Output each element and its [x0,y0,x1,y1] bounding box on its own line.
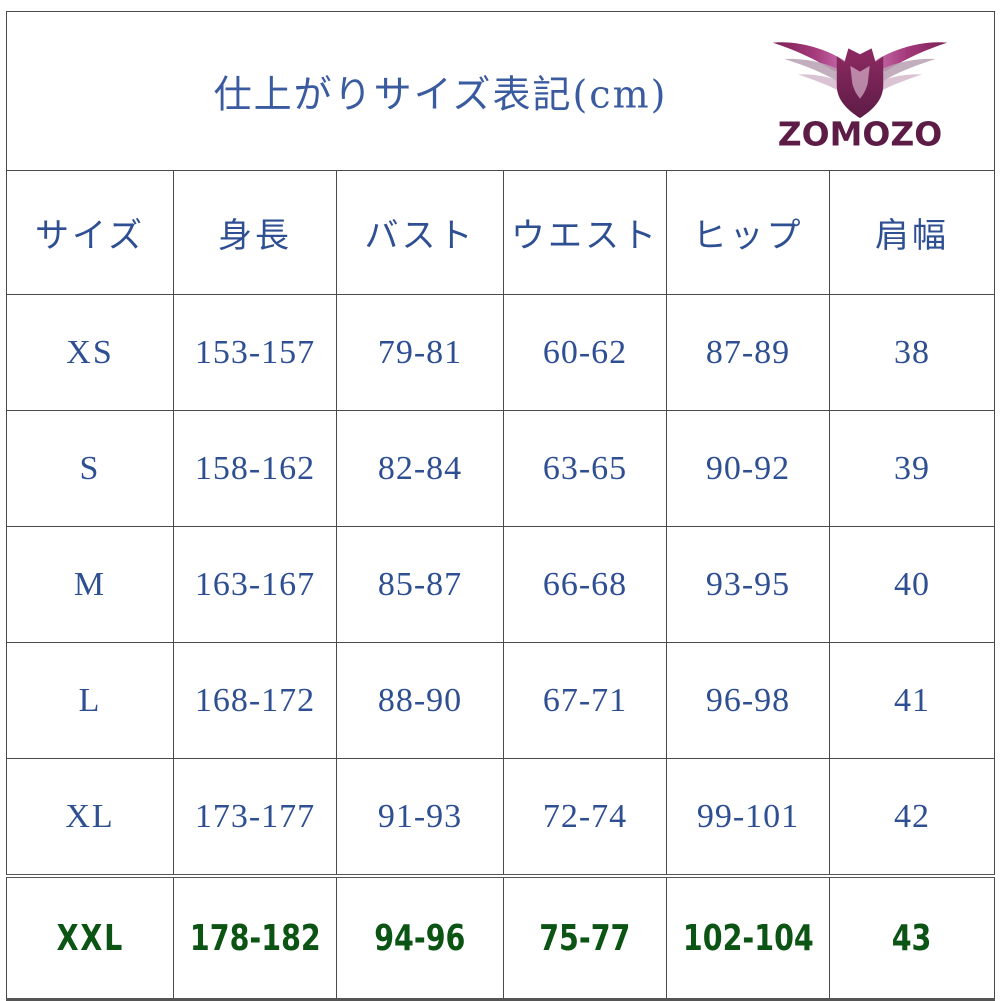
cell-bust: 82-84 [336,410,504,527]
size-chart-container: 仕上がりサイズ表記(cm) [5,11,996,1001]
column-header-shoulder: 肩幅 [828,170,996,295]
cell-height: 173-177 [173,758,337,877]
logo-wordmark: ZOMOZO [778,114,942,153]
title-cell: 仕上がりサイズ表記(cm) [5,11,996,171]
cell-shoulder: 39 [828,410,996,527]
size-table: 仕上がりサイズ表記(cm) [5,11,996,1001]
cell-shoulder-value: 43 [892,917,932,959]
cell-height: 178-182 [173,874,337,1001]
cell-height: 158-162 [173,410,337,527]
column-header-waist: ウエスト [503,170,667,295]
cell-waist: 60-62 [503,294,667,411]
cell-waist: 75-77 [503,874,667,1001]
cell-bust-value: 94-96 [374,917,466,959]
crest-shield-icon [836,48,884,119]
cell-waist: 63-65 [503,410,667,527]
cell-height: 163-167 [173,526,337,643]
cell-waist-value: 75-77 [539,917,631,959]
cell-height: 168-172 [173,642,337,759]
column-header-height: 身長 [173,170,337,295]
wing-right-icon [873,42,948,92]
cell-bust: 79-81 [336,294,504,411]
cell-shoulder: 40 [828,526,996,643]
cell-height-value: 178-182 [189,917,321,959]
zomozo-logo: ZOMOZO [762,29,958,153]
cell-shoulder: 42 [828,758,996,877]
table-row-highlighted: XXL 178-182 94-96 75-77 102-104 [6,874,996,1001]
cell-size: XL [6,758,174,877]
cell-size: XS [6,294,174,411]
cell-bust: 94-96 [336,874,504,1001]
table-row: S 158-162 82-84 63-65 90-92 39 [6,410,996,527]
cell-hip: 90-92 [666,410,830,527]
cell-size: S [6,410,174,527]
cell-size: XXL [6,874,174,1001]
cell-shoulder: 43 [828,874,996,1001]
cell-hip: 102-104 [666,874,830,1001]
cell-bust: 88-90 [336,642,504,759]
title-band: 仕上がりサイズ表記(cm) [7,12,994,170]
wing-left-icon [772,42,847,92]
cell-hip-value: 102-104 [682,917,814,959]
cell-bust: 85-87 [336,526,504,643]
column-header-bust: バスト [336,170,504,295]
cell-height: 153-157 [173,294,337,411]
cell-shoulder: 38 [828,294,996,411]
table-row: L 168-172 88-90 67-71 96-98 41 [6,642,996,759]
cell-waist: 67-71 [503,642,667,759]
cell-size: L [6,642,174,759]
table-row: XL 173-177 91-93 72-74 99-101 42 [6,758,996,877]
title-row: 仕上がりサイズ表記(cm) [5,11,996,171]
cell-size: M [6,526,174,643]
column-header-size: サイズ [6,170,174,295]
table-header-row: サイズ 身長 バスト ウエスト ヒップ 肩幅 [6,170,996,295]
cell-waist: 72-74 [503,758,667,877]
cell-waist: 66-68 [503,526,667,643]
column-header-hip: ヒップ [666,170,830,295]
page-title: 仕上がりサイズ表記(cm) [213,72,668,117]
cell-size-value: XXL [56,917,124,959]
cell-hip: 93-95 [666,526,830,643]
table-row: M 163-167 85-87 66-68 93-95 40 [6,526,996,643]
cell-shoulder: 41 [828,642,996,759]
cell-hip: 96-98 [666,642,830,759]
cell-hip: 87-89 [666,294,830,411]
cell-bust: 91-93 [336,758,504,877]
table-row: XS 153-157 79-81 60-62 87-89 38 [6,294,996,411]
cell-hip: 99-101 [666,758,830,877]
